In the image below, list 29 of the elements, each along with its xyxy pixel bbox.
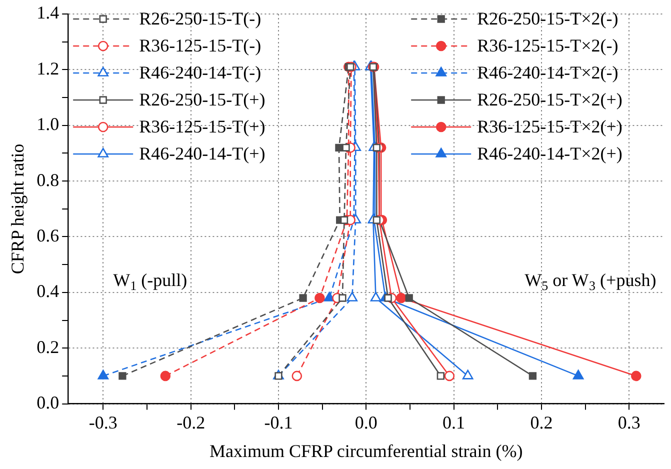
legend-label: R46-240-14-T×2(-) <box>477 62 618 83</box>
legend-label: R36-125-15-T×2(-) <box>477 36 618 56</box>
y-tick-label: 0.0 <box>36 392 60 413</box>
x-tick-label: 0.0 <box>354 412 378 432</box>
y-tick-label: 1.4 <box>36 2 60 23</box>
x-axis-title: Maximum CFRP circumferential strain (%) <box>210 440 523 461</box>
legend-label: R36-125-15-T(+) <box>139 116 266 137</box>
legend-label: R26-250-15-T×2(+) <box>477 90 622 110</box>
legend-label: R26-250-15-T(+) <box>139 90 266 110</box>
legend-label: R46-240-14-T(+) <box>139 144 266 164</box>
legend-label: R26-250-15-T×2(-) <box>477 8 618 29</box>
y-tick-label: 0.2 <box>36 336 60 357</box>
x-tick-label: -0.3 <box>88 412 118 432</box>
x-tick-label: -0.2 <box>176 412 206 432</box>
legend-label: R26-250-15-T(-) <box>139 8 262 29</box>
x-tick-label: 0.3 <box>618 412 640 432</box>
legend-label: R46-240-14-T×2(+) <box>477 144 622 164</box>
x-tick-label: -0.1 <box>264 412 293 432</box>
y-axis-title: CFRP height ratio <box>8 144 28 274</box>
y-tick-label: 1.2 <box>36 58 60 78</box>
legend-label: R36-125-15-T(-) <box>139 36 262 56</box>
x-tick-label: 0.2 <box>530 412 553 432</box>
y-tick-label: 0.6 <box>36 225 60 246</box>
y-tick-label: 0.4 <box>36 281 60 302</box>
y-tick-label: 0.8 <box>36 170 60 190</box>
legend-label: R46-240-14-T(-) <box>139 62 262 83</box>
y-tick-label: 1.0 <box>36 114 60 134</box>
legend-label: R36-125-15-T×2(+) <box>477 116 622 137</box>
x-tick-label: 0.1 <box>442 412 466 432</box>
